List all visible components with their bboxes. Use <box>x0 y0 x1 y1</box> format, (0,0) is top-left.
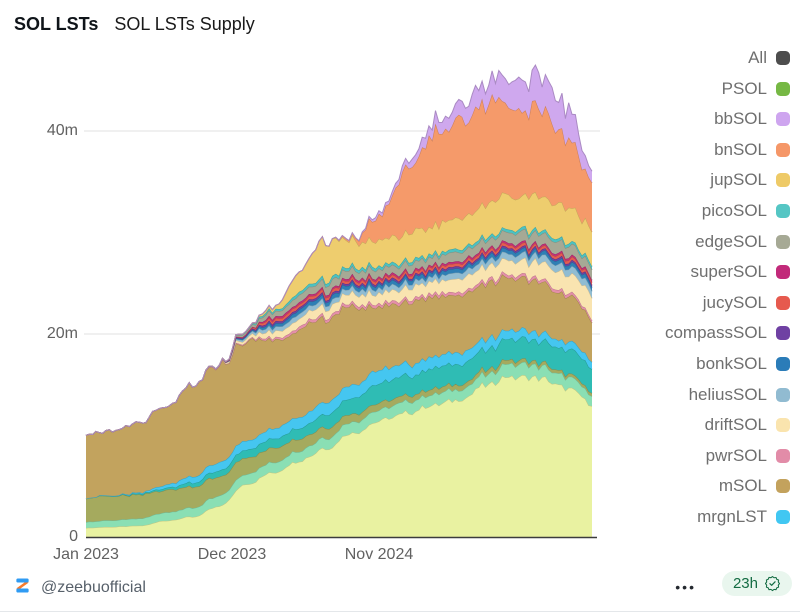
legend-color-swatch <box>776 479 790 494</box>
legend-item-driftsol[interactable]: driftSOL <box>705 414 790 436</box>
page-title: SOL LSTs <box>14 14 99 34</box>
x-tick-nov-2024: Nov 2024 <box>344 546 414 563</box>
legend-item-edgesol[interactable]: edgeSOL <box>695 231 790 253</box>
legend-color-swatch <box>776 418 790 433</box>
legend-color-swatch <box>776 173 790 188</box>
legend-color-swatch <box>776 448 790 463</box>
legend-item-jucysol[interactable]: jucySOL <box>703 292 790 314</box>
account-handle[interactable]: @zeebuofficial <box>41 579 146 596</box>
legend-item-picosol[interactable]: picoSOL <box>702 200 790 222</box>
legend-color-swatch <box>776 295 790 310</box>
legend-item-bnsol[interactable]: bnSOL <box>714 139 790 161</box>
legend-color-swatch <box>776 142 790 157</box>
legend-item-label: heliusSOL <box>688 384 767 404</box>
zeebu-logo-icon <box>12 575 33 601</box>
legend-item-msol[interactable]: mSOL <box>719 475 790 497</box>
area-series-bbsol <box>86 65 592 436</box>
legend-item-label: All <box>748 48 767 67</box>
verified-check-icon <box>764 575 781 592</box>
legend-item-compasssol[interactable]: compassSOL <box>665 322 790 344</box>
area-series-bnsol <box>86 94 592 436</box>
legend-color-swatch <box>776 509 790 524</box>
legend-item-label: jupSOL <box>710 170 767 190</box>
legend-item-label: superSOL <box>690 262 767 282</box>
attribution[interactable]: @zeebuofficial <box>12 575 146 601</box>
legend-item-jupsol[interactable]: jupSOL <box>710 169 790 191</box>
legend-item-heliussol[interactable]: heliusSOL <box>689 384 790 406</box>
legend-item-label: bnSOL <box>714 139 767 159</box>
legend: All PSOL bbSOL bnSOL jupSOL picoSOL edge… <box>665 47 790 528</box>
area-series-msol <box>86 274 592 499</box>
legend-item-label: mSOL <box>718 476 767 496</box>
timestamp-badge[interactable]: 23h <box>721 571 792 596</box>
legend-item-psol[interactable]: PSOL <box>722 78 790 100</box>
chart-header: SOL LSTs SOL LSTs Supply <box>14 14 255 35</box>
x-tick-jan-2023: Jan 2023 <box>53 546 119 563</box>
y-tick-20m: 20m <box>46 325 78 342</box>
footer: @zeebuofficial ••• 23h <box>0 571 800 605</box>
legend-item-label: jucySOL <box>702 292 767 312</box>
legend-item-label: picoSOL <box>701 200 767 220</box>
x-tick-dec-2023: Dec 2023 <box>197 546 267 563</box>
legend-color-swatch <box>776 234 790 249</box>
legend-item-all[interactable]: All <box>748 47 790 69</box>
legend-color-swatch <box>776 265 790 280</box>
y-tick-40m: 40m <box>46 122 78 139</box>
legend-item-supersol[interactable]: superSOL <box>690 261 790 283</box>
legend-item-label: bbSOL <box>714 109 767 129</box>
area-series-unlabeled-lime-legend-scrolled- <box>86 375 592 537</box>
legend-color-swatch <box>776 81 790 96</box>
legend-color-swatch <box>776 326 790 341</box>
legend-item-label: edgeSOL <box>695 231 767 251</box>
legend-color-swatch <box>776 356 790 371</box>
area-edge-bbsol <box>85 64 593 436</box>
area-series-unlabeled-teal-legend-scrolled- <box>86 336 592 499</box>
legend-item-bbsol[interactable]: bbSOL <box>714 108 790 130</box>
area-series-unlabeled-olive-legend-scrolled- <box>86 358 592 523</box>
legend-item-label: mrgnLST <box>697 506 767 526</box>
legend-item-label: pwrSOL <box>705 445 767 465</box>
timestamp-text: 23h <box>732 575 758 592</box>
legend-color-swatch <box>776 387 790 402</box>
legend-item-label: compassSOL <box>664 323 767 343</box>
legend-item-label: driftSOL <box>704 415 767 435</box>
area-series-driftsol <box>86 257 592 436</box>
legend-color-swatch <box>776 112 790 127</box>
chart-subtitle: SOL LSTs Supply <box>114 14 255 34</box>
legend-item-label: bonkSOL <box>696 353 767 373</box>
legend-color-swatch <box>776 203 790 218</box>
more-options-icon[interactable]: ••• <box>675 579 696 595</box>
area-series-jupsol <box>86 192 592 436</box>
legend-item-mrgnlst[interactable]: mrgnLST <box>697 506 790 528</box>
legend-item-bonksol[interactable]: bonkSOL <box>696 353 790 375</box>
legend-item-pwrsol[interactable]: pwrSOL <box>706 445 790 467</box>
y-tick-0: 0 <box>69 528 78 545</box>
legend-item-label: PSOL <box>721 78 767 98</box>
legend-color-swatch <box>776 51 790 65</box>
